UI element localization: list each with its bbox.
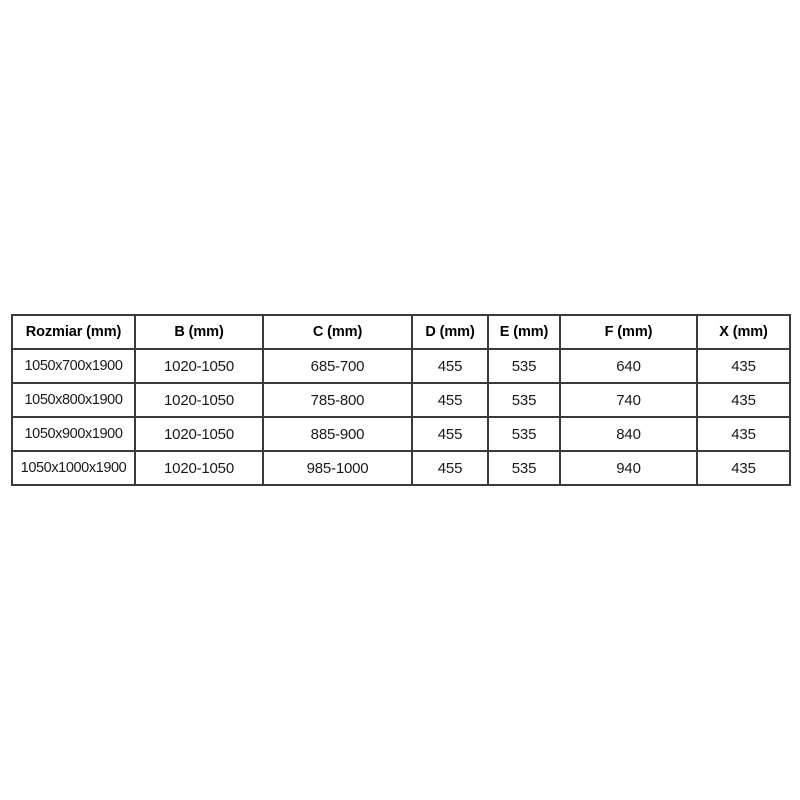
cell-size: 1050x1000x1900 [11,450,136,486]
cell-size: 1050x900x1900 [11,416,136,452]
cell-c: 785-800 [262,382,413,418]
column-header-b: B (mm) [134,314,264,350]
cell-f: 840 [559,416,698,452]
cell-b: 1020-1050 [134,416,264,452]
cell-c: 985-1000 [262,450,413,486]
cell-size: 1050x800x1900 [11,382,136,418]
cell-f: 640 [559,348,698,384]
cell-d: 455 [411,348,489,384]
column-header-e: E (mm) [487,314,561,350]
table-row: 1050x800x1900 1020-1050 785-800 455 535 … [11,382,791,418]
cell-c: 885-900 [262,416,413,452]
cell-b: 1020-1050 [134,382,264,418]
cell-f: 940 [559,450,698,486]
table-body: 1050x700x1900 1020-1050 685-700 455 535 … [11,348,791,486]
table-row: 1050x900x1900 1020-1050 885-900 455 535 … [11,416,791,452]
cell-e: 535 [487,348,561,384]
cell-f: 740 [559,382,698,418]
cell-b: 1020-1050 [134,450,264,486]
cell-e: 535 [487,416,561,452]
cell-b: 1020-1050 [134,348,264,384]
column-header-d: D (mm) [411,314,489,350]
column-header-c: C (mm) [262,314,413,350]
cell-d: 455 [411,450,489,486]
cell-x: 435 [696,382,791,418]
column-header-size: Rozmiar (mm) [11,314,136,350]
cell-x: 435 [696,450,791,486]
column-header-f: F (mm) [559,314,698,350]
table-header: Rozmiar (mm) B (mm) C (mm) D (mm) E (mm)… [11,314,791,350]
table-row: 1050x1000x1900 1020-1050 985-1000 455 53… [11,450,791,486]
column-header-x: X (mm) [696,314,791,350]
size-table: Rozmiar (mm) B (mm) C (mm) D (mm) E (mm)… [11,314,791,486]
cell-d: 455 [411,416,489,452]
cell-x: 435 [696,416,791,452]
cell-e: 535 [487,382,561,418]
cell-x: 435 [696,348,791,384]
cell-size: 1050x700x1900 [11,348,136,384]
cell-d: 455 [411,382,489,418]
table-header-row: Rozmiar (mm) B (mm) C (mm) D (mm) E (mm)… [11,314,791,350]
table-row: 1050x700x1900 1020-1050 685-700 455 535 … [11,348,791,384]
cell-e: 535 [487,450,561,486]
cell-c: 685-700 [262,348,413,384]
size-table-container: Rozmiar (mm) B (mm) C (mm) D (mm) E (mm)… [11,314,791,486]
